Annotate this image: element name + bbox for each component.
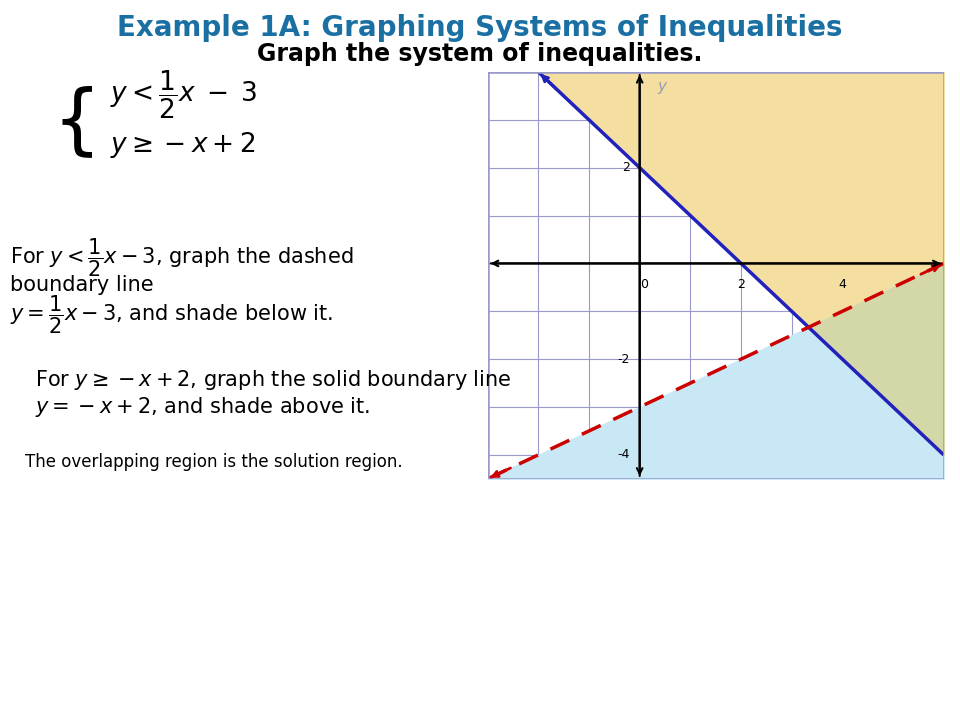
Text: $y = \dfrac{1}{2}x - 3$, and shade below it.: $y = \dfrac{1}{2}x - 3$, and shade below… [10, 294, 333, 336]
Text: Example 1A: Graphing Systems of Inequalities: Example 1A: Graphing Systems of Inequali… [117, 14, 843, 42]
Text: 2: 2 [622, 161, 630, 174]
Text: 2: 2 [737, 278, 745, 291]
Text: $y \geq -x + 2$: $y \geq -x + 2$ [110, 130, 255, 160]
Text: -2: -2 [617, 353, 630, 366]
Text: $\{$: $\{$ [52, 84, 92, 160]
Text: For $y < \dfrac{1}{2}x - 3$, graph the dashed: For $y < \dfrac{1}{2}x - 3$, graph the d… [10, 237, 353, 279]
Text: For $y \geq -x + 2$, graph the solid boundary line: For $y \geq -x + 2$, graph the solid bou… [35, 368, 512, 392]
Text: $y < \dfrac{1}{2}x\;-\;3$: $y < \dfrac{1}{2}x\;-\;3$ [110, 69, 257, 121]
Text: y: y [658, 79, 666, 94]
Text: The overlapping region is the solution region.: The overlapping region is the solution r… [25, 453, 402, 471]
Text: Graph the system of inequalities.: Graph the system of inequalities. [257, 42, 703, 66]
Text: 0: 0 [639, 278, 648, 291]
Text: boundary line: boundary line [10, 275, 154, 295]
Text: 4: 4 [838, 278, 847, 291]
Text: -4: -4 [617, 449, 630, 462]
Text: $y = -x + 2$, and shade above it.: $y = -x + 2$, and shade above it. [35, 395, 371, 419]
